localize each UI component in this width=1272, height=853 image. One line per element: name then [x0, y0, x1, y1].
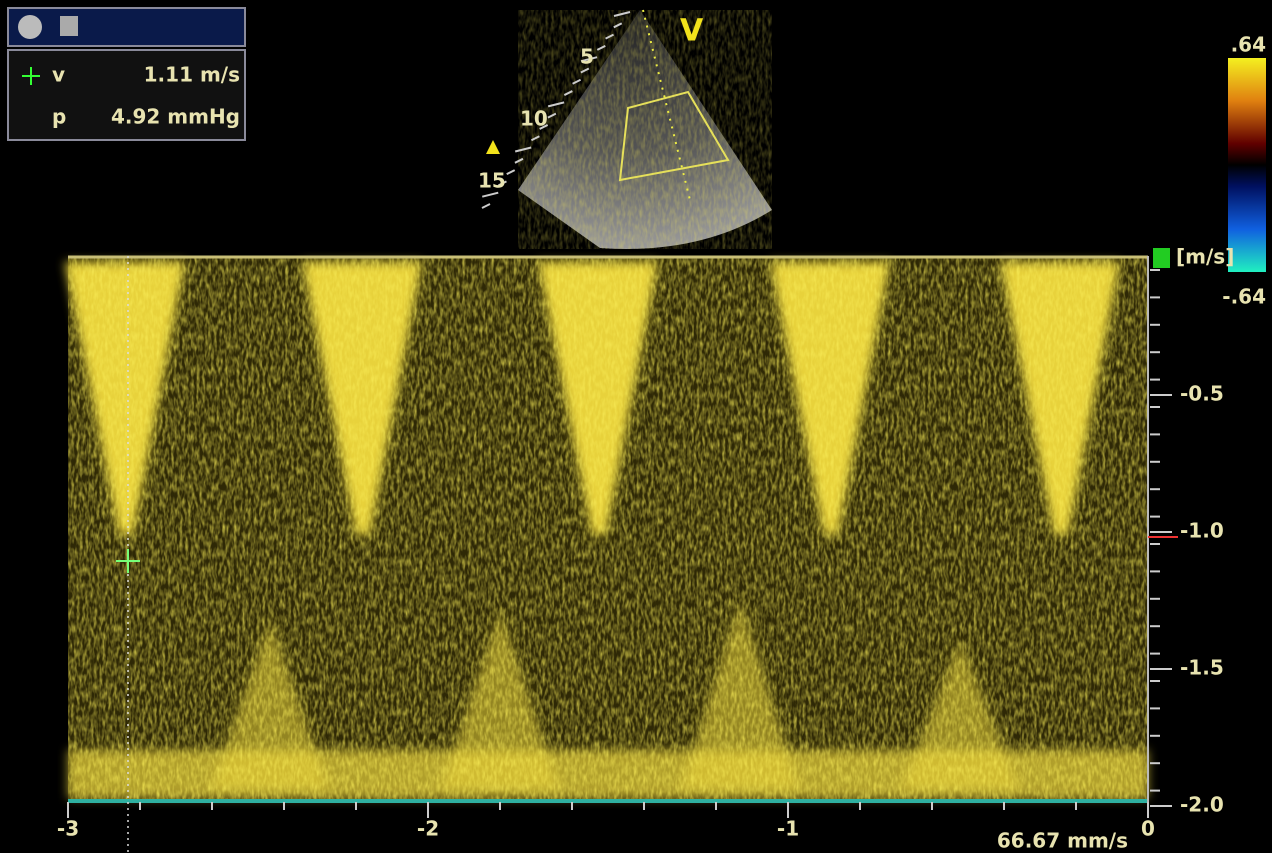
depth-tick	[614, 23, 622, 27]
record-icon[interactable]	[18, 15, 42, 39]
sweep-speed: 66.67 mm/s	[997, 829, 1128, 853]
depth-tick	[531, 136, 539, 140]
x-tick-label: -1	[777, 817, 799, 841]
depth-tick	[482, 193, 498, 197]
depth-tick	[507, 170, 515, 174]
panel-icon[interactable]	[60, 16, 78, 36]
doppler-spectrum: [m/s] 66.67 mm/s	[65, 245, 1234, 853]
depth-tick	[573, 80, 581, 84]
panel-header	[8, 8, 245, 46]
depth-tick	[515, 159, 523, 163]
measurement-panel: v 1.11 m/s p 4.92 mmHg	[8, 8, 245, 140]
y-tick-label: -0.5	[1180, 382, 1224, 406]
y-tick-label: -1.5	[1180, 656, 1224, 680]
depth-label: 15	[478, 169, 506, 193]
sector-image: 5 10 15 V	[478, 10, 772, 249]
depth-tick	[548, 102, 564, 106]
depth-tick	[564, 91, 572, 95]
x-tick-label: -2	[417, 817, 439, 841]
depth-tick	[606, 35, 614, 39]
depth-label: 10	[520, 107, 548, 131]
measure-value: 4.92 mmHg	[111, 105, 240, 129]
velocity-unit: [m/s]	[1176, 245, 1234, 269]
y-tick-label: -2.0	[1180, 793, 1224, 817]
depth-tick	[515, 148, 531, 152]
color-bar-min: -.64	[1222, 285, 1266, 309]
x-tick-label: 0	[1141, 817, 1155, 841]
color-bar-max: .64	[1231, 33, 1266, 57]
y-tick-label: -1.0	[1180, 519, 1224, 543]
depth-tick	[581, 68, 589, 72]
measure-label: v	[52, 63, 65, 87]
measure-value: 1.11 m/s	[144, 63, 240, 87]
depth-tick	[597, 46, 605, 50]
ultrasound-screen: v 1.11 m/s p 4.92 mmHg 5 10 15 V .64 -.6…	[0, 0, 1272, 853]
depth-tick	[548, 114, 556, 118]
depth-label: 5	[580, 45, 594, 69]
x-tick-label: -3	[57, 817, 79, 841]
depth-tick	[614, 12, 630, 16]
scale-handle[interactable]	[1153, 248, 1170, 268]
depth-tick	[482, 204, 490, 208]
measure-label: p	[52, 105, 66, 129]
view-label: V	[680, 14, 704, 49]
page: v 1.11 m/s p 4.92 mmHg 5 10 15 V .64 -.6…	[0, 0, 1272, 853]
